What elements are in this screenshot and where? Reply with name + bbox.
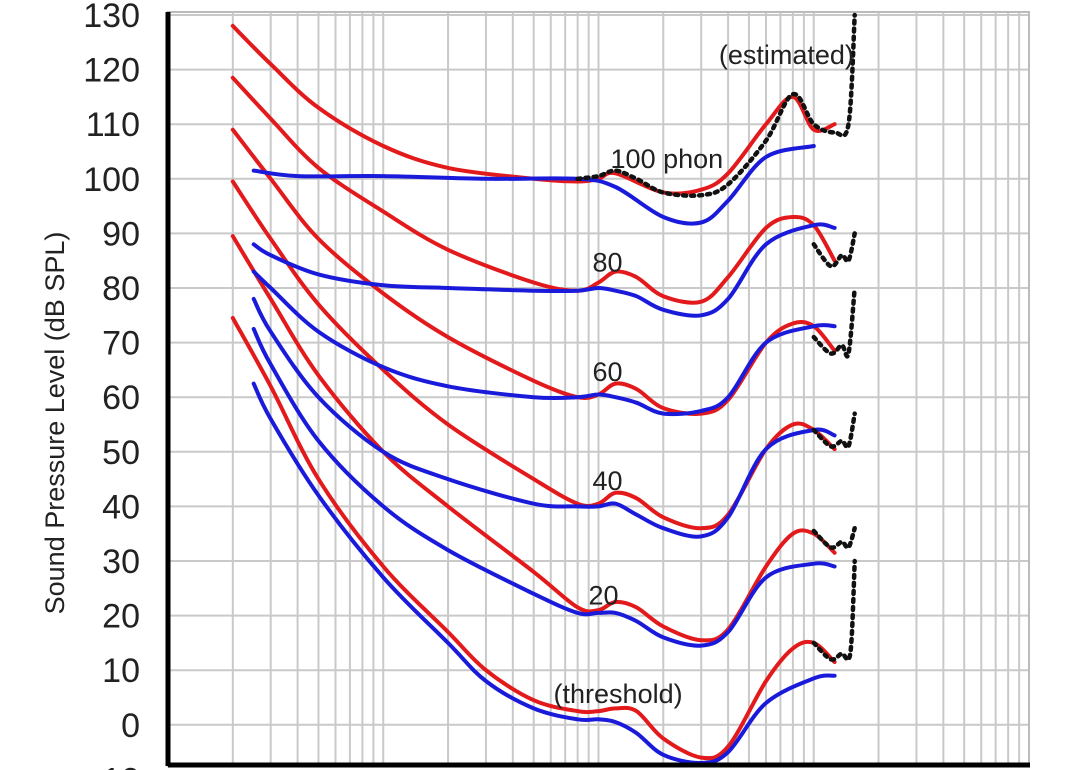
blue-contour-line — [251, 326, 837, 648]
annotation-label: 100 phon — [611, 144, 724, 174]
y-tick-label: 120 — [83, 52, 140, 90]
y-tick-label: 130 — [83, 0, 140, 35]
red-contour-line — [230, 75, 837, 305]
red-contour-line — [230, 316, 837, 761]
y-tick-label: 100 — [83, 161, 140, 199]
y-tick-label: -10 — [91, 761, 140, 770]
blue-contour-line — [251, 222, 837, 318]
blue-contour-line — [251, 269, 837, 417]
series — [230, 12, 857, 766]
blue-contour-line — [251, 144, 816, 226]
y-tick-label: 50 — [102, 434, 140, 472]
annotation-label: 40 — [593, 466, 623, 496]
y-tick-label: 30 — [102, 543, 140, 581]
estimated-dotted-line — [811, 285, 857, 359]
y-tick-label: 110 — [86, 106, 140, 144]
grid — [167, 12, 1029, 765]
y-tick-label: 90 — [102, 215, 140, 253]
y-tick-label: 20 — [102, 598, 140, 636]
annotations: (estimated) 100 phon 80 60 40 20 (threshold) — [554, 40, 854, 709]
y-tick-label: 70 — [102, 325, 140, 363]
y-tick-label: 0 — [121, 707, 140, 745]
estimated-dotted-line — [575, 12, 857, 198]
y-tick-label: 40 — [102, 488, 140, 526]
estimated-dotted-line — [811, 558, 857, 663]
red-contour-line — [230, 23, 837, 196]
annotation-label: (threshold) — [554, 679, 683, 709]
estimated-dotted-line — [811, 525, 857, 551]
y-tick-label: 60 — [102, 379, 140, 417]
estimated-dotted-line — [811, 411, 857, 450]
blue-contour-line — [251, 381, 837, 766]
annotation-label: 20 — [589, 581, 619, 611]
red-contour-line — [230, 234, 837, 643]
y-tick-label: 80 — [102, 270, 140, 308]
annotation-label: 60 — [593, 357, 623, 387]
blue-contour-line — [251, 296, 837, 539]
annotation-label: (estimated) — [719, 40, 854, 70]
y-tick-label: 10 — [102, 652, 140, 690]
annotation-label: 80 — [593, 248, 623, 278]
y-axis-label: Sound Pressure Level (dB SPL) — [40, 232, 70, 615]
estimated-dotted-line — [811, 231, 857, 269]
